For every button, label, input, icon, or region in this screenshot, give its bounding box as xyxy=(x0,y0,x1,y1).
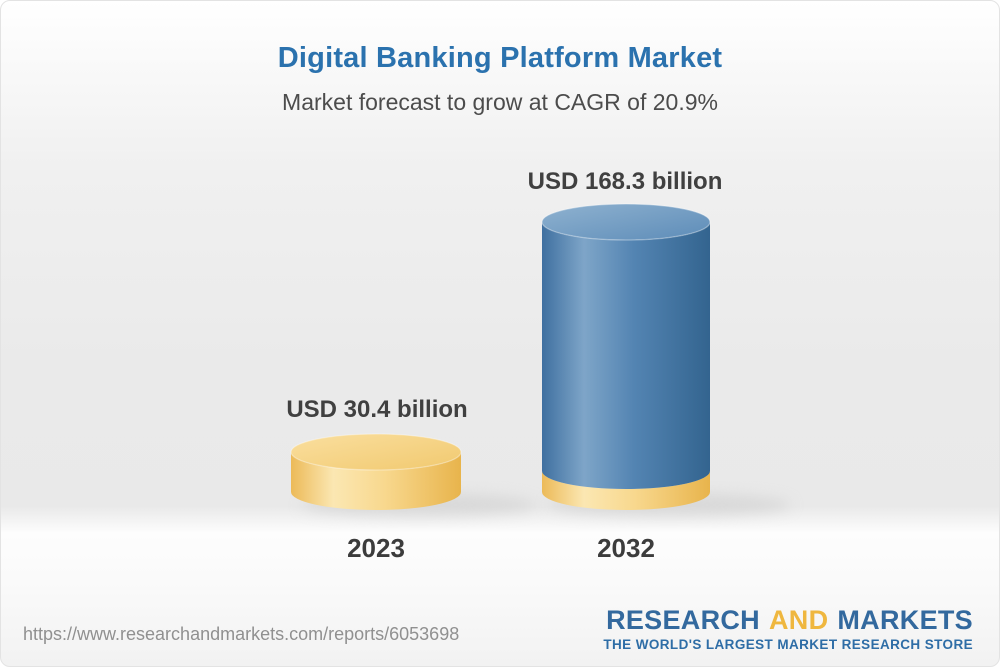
logo-word-markets: MARKETS xyxy=(837,605,973,635)
logo-tagline: THE WORLD'S LARGEST MARKET RESEARCH STOR… xyxy=(603,637,973,653)
page-title: Digital Banking Platform Market xyxy=(277,42,723,74)
report-url-link[interactable]: https://www.researchandmarkets.com/repor… xyxy=(23,624,460,644)
category-label-2023: 2023 xyxy=(347,533,405,563)
bar-2023-cylinder xyxy=(290,433,462,510)
bar-2032-cylinder xyxy=(541,203,711,510)
category-label-2032: 2032 xyxy=(597,533,655,563)
logo-word-research: RESEARCH xyxy=(606,605,760,635)
research-and-markets-logo[interactable]: RESEARCH AND MARKETS THE WORLD'S LARGEST… xyxy=(603,605,973,653)
page-subtitle: Market forecast to grow at CAGR of 20.9% xyxy=(282,89,718,115)
value-label-2032: USD 168.3 billion xyxy=(527,168,723,195)
logo-word-and: AND xyxy=(768,605,829,635)
value-label-2023: USD 30.4 billion xyxy=(286,396,468,423)
logo-wordmark: RESEARCH AND MARKETS xyxy=(603,605,973,635)
